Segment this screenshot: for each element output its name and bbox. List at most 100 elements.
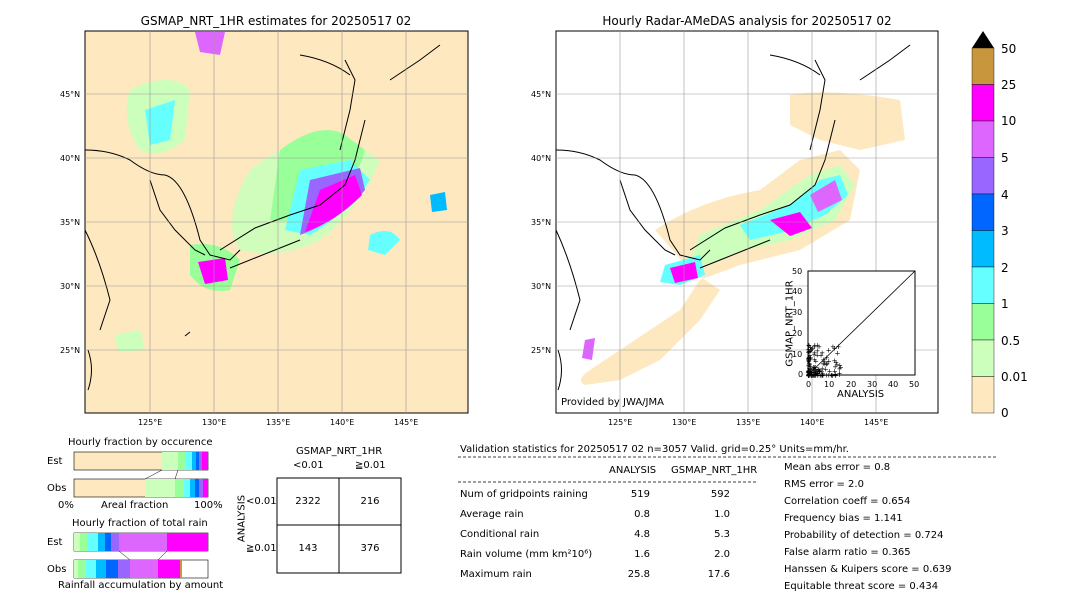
scatter-ytick: 0: [798, 370, 804, 379]
scatter-point: +: [808, 369, 814, 377]
total-rain-title: Hourly fraction of total rain: [72, 518, 208, 529]
left-lat-label: 45°N: [60, 90, 81, 99]
scatter-point: +: [806, 368, 812, 376]
scatter-point: +: [810, 372, 816, 380]
scatter-point: +: [807, 371, 813, 379]
scatter-point: +: [812, 371, 818, 379]
validation-col-analysis: ANALYSIS: [609, 465, 657, 476]
scatter-point: +: [806, 353, 812, 361]
right-lat-label: 35°N: [531, 218, 552, 227]
contingency-cell: 216: [360, 496, 380, 507]
validation-row-analysis: 25.8: [627, 569, 650, 580]
scatter-point: +: [830, 372, 836, 380]
scatter-point: +: [815, 372, 821, 380]
scatter-point: +: [806, 369, 812, 377]
scatter-point: +: [824, 360, 830, 368]
scatter-point: +: [819, 371, 825, 379]
scatter-point: +: [808, 366, 814, 374]
scatter-point: +: [812, 371, 818, 379]
scatter-point: +: [837, 362, 843, 370]
colorbar-label: 25: [1001, 78, 1017, 92]
scatter-ytick: 50: [792, 267, 803, 276]
scatter-point: +: [818, 372, 824, 380]
scatter-point: +: [806, 356, 812, 364]
scatter-point: +: [824, 360, 830, 368]
scatter-point: +: [836, 369, 842, 377]
scatter-point: +: [811, 356, 817, 364]
scatter-point: +: [806, 369, 812, 377]
scatter-point: +: [834, 350, 840, 358]
total-rain-obs-label: Obs: [47, 564, 67, 575]
colorbar-segment: [971, 120, 995, 158]
validation-row-analysis: 4.8: [634, 529, 650, 540]
scatter-point: +: [806, 357, 812, 365]
scatter-point: +: [813, 372, 819, 380]
score-line: Equitable threat score = 0.434: [784, 581, 939, 592]
scatter-point: +: [833, 359, 839, 367]
right-lon-label: 140°E: [800, 418, 825, 427]
scatter-point: +: [813, 367, 819, 375]
scatter-point: +: [806, 371, 812, 379]
total-rain-bars: [73, 532, 209, 579]
scatter-point: +: [814, 351, 820, 359]
scatter-point: +: [810, 365, 816, 373]
occurrence-xtick-0: 0%: [58, 500, 74, 511]
scatter-point: +: [832, 370, 838, 378]
scatter-point: +: [816, 366, 822, 374]
contingency-col-label: ≧0.01: [355, 460, 386, 471]
scatter-point: +: [830, 343, 836, 351]
scatter-point: +: [820, 370, 826, 378]
left-lon-label: 125°E: [138, 418, 163, 427]
scatter-point: +: [811, 365, 817, 373]
scatter-point: +: [806, 372, 812, 380]
scatter-point: +: [818, 351, 824, 359]
colorbar-segment: [971, 266, 995, 304]
scatter-point: +: [834, 361, 840, 369]
validation-row-analysis: 519: [630, 489, 650, 500]
scatter-point: +: [833, 372, 839, 380]
validation-header: Validation statistics for 20250517 02 n=…: [460, 444, 849, 455]
scatter-point: +: [811, 372, 817, 380]
scatter-point: +: [828, 371, 834, 379]
contingency-title: GSMAP_NRT_1HR: [296, 446, 383, 457]
validation-row-label: Maximum rain: [460, 569, 532, 580]
left-map-rain-areas: [115, 32, 447, 352]
scatter-point: +: [835, 343, 841, 351]
scatter-point: +: [838, 363, 844, 371]
scatter-point: +: [807, 348, 813, 356]
scatter-point: +: [816, 367, 822, 375]
scatter-point: +: [808, 372, 814, 380]
right-map-title: Hourly Radar-AMeDAS analysis for 2025051…: [602, 14, 892, 28]
left-map-grid: [85, 31, 468, 413]
scatter-point: +: [822, 360, 828, 368]
right-lat-label: 30°N: [531, 282, 552, 291]
right-lat-label: 45°N: [531, 90, 552, 99]
scatter-point: +: [806, 362, 812, 370]
colorbar-label: 5: [1001, 151, 1009, 165]
scatter-point: +: [806, 371, 812, 379]
contingency-cell: 376: [360, 543, 380, 554]
score-line: Mean abs error = 0.8: [784, 462, 891, 473]
scatter-point: +: [807, 370, 813, 378]
scatter-point: +: [820, 356, 826, 364]
scatter-point: +: [809, 369, 815, 377]
left-lat-label: 30°N: [60, 282, 81, 291]
scatter-point: +: [817, 368, 823, 376]
scatter-point: +: [806, 369, 812, 377]
scatter-point: +: [806, 354, 812, 362]
scatter-point: +: [806, 341, 812, 349]
scatter-point: +: [811, 351, 817, 359]
scatter-xtick: 40: [888, 380, 899, 389]
scatter-point: +: [824, 354, 830, 362]
validation-row-analysis: 1.6: [634, 549, 650, 560]
scatter-xtick: 20: [846, 380, 857, 389]
total-rain-xlabel: Rainfall accumulation by amount: [58, 580, 224, 591]
colorbar-label: 50: [1001, 42, 1017, 56]
scatter-ytick: 20: [792, 329, 803, 338]
scatter-point: +: [810, 371, 816, 379]
scatter-point: +: [806, 364, 812, 372]
scatter-point: +: [806, 348, 812, 356]
left-map-coastlines: [84, 44, 441, 391]
scatter-point: +: [823, 365, 829, 373]
